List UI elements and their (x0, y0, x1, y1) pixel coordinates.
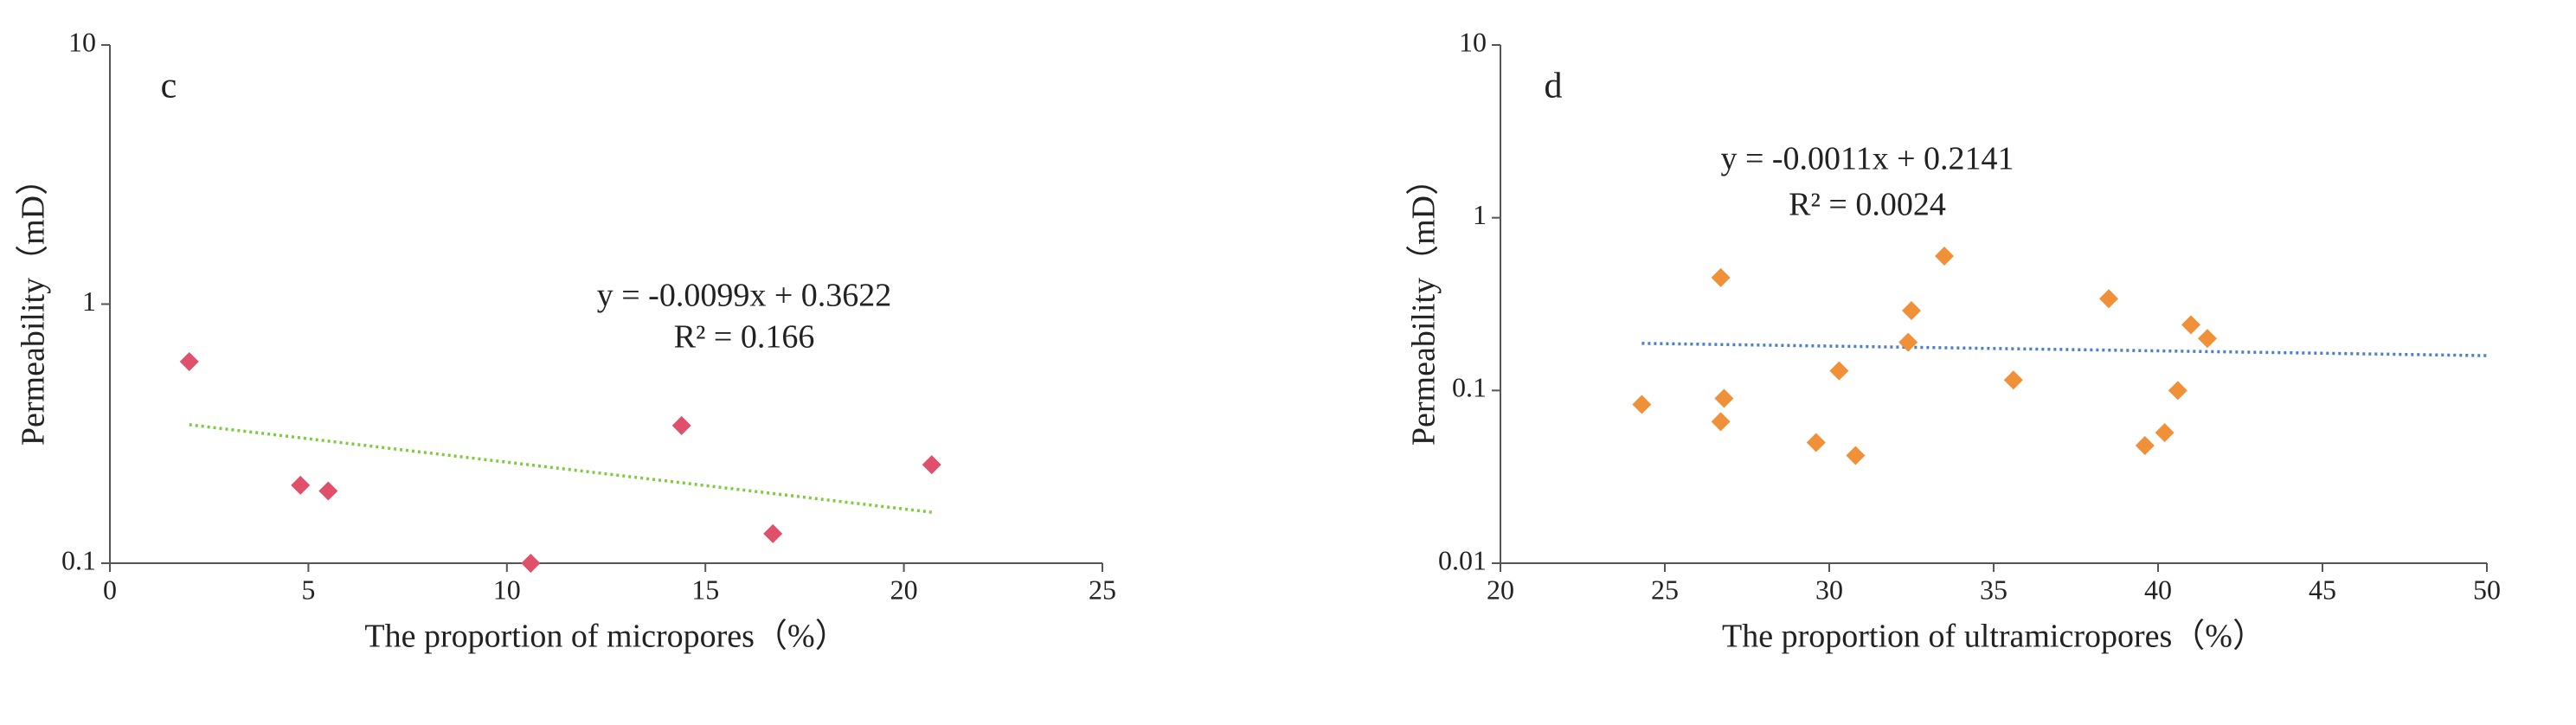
x-tick-label: 35 (1980, 574, 2007, 605)
panel-label: c (161, 67, 177, 106)
x-tick-label: 20 (890, 574, 918, 605)
data-point (291, 475, 311, 495)
data-point (1898, 332, 1918, 352)
y-tick-label: 0.01 (1438, 544, 1487, 575)
trend-equation: R² = 0.0024 (1789, 187, 1946, 223)
x-tick-label: 25 (1651, 574, 1679, 605)
y-tick-label: 1 (82, 286, 96, 317)
data-point (1711, 267, 1731, 287)
data-point (2155, 423, 2175, 443)
x-tick-label: 45 (2309, 574, 2336, 605)
data-point (1902, 301, 1921, 321)
x-tick-label: 5 (301, 574, 315, 605)
x-tick-label: 0 (103, 574, 117, 605)
data-point (179, 351, 199, 371)
trend-equation: y = -0.0011x + 0.2141 (1720, 141, 2014, 177)
y-tick-label: 10 (1459, 26, 1487, 57)
x-tick-label: 30 (1815, 574, 1843, 605)
x-tick-label: 40 (2144, 574, 2172, 605)
x-tick-label: 20 (1487, 574, 1514, 605)
x-tick-label: 50 (2473, 574, 2501, 605)
x-tick-label: 15 (691, 574, 719, 605)
data-point (2135, 435, 2155, 455)
data-point (2003, 370, 2023, 390)
y-tick-label: 0.1 (61, 544, 96, 575)
trend-equation: R² = 0.166 (674, 319, 815, 356)
data-point (521, 554, 541, 573)
trend-equation: y = -0.0099x + 0.3622 (597, 278, 892, 314)
data-point (1829, 361, 1849, 381)
data-point (1632, 395, 1652, 414)
data-point (922, 455, 941, 475)
data-point (2099, 289, 2118, 309)
data-point (2168, 381, 2187, 401)
data-point (2198, 329, 2217, 349)
y-tick-label: 1 (1473, 199, 1487, 230)
data-point (671, 415, 691, 435)
data-point (1714, 388, 1734, 408)
data-point (1935, 246, 1954, 266)
trendline (189, 423, 932, 514)
data-point (1711, 412, 1731, 432)
x-axis-title: The proportion of micropores（%） (364, 619, 847, 655)
data-point (318, 481, 338, 501)
y-tick-label: 10 (68, 26, 96, 57)
x-tick-label: 10 (493, 574, 521, 605)
panel-label: d (1545, 67, 1563, 106)
x-tick-label: 25 (1089, 574, 1116, 605)
y-axis-title: Permeability（mD） (16, 163, 52, 446)
data-point (1846, 446, 1866, 465)
data-point (763, 523, 783, 543)
data-point (1806, 433, 1826, 452)
y-axis-title: Permeability（mD） (1406, 163, 1442, 446)
trendline (1641, 342, 2488, 357)
data-point (2181, 315, 2200, 335)
y-tick-label: 0.1 (1452, 372, 1487, 403)
x-axis-title: The proportion of ultramicropores（%） (1722, 619, 2265, 655)
